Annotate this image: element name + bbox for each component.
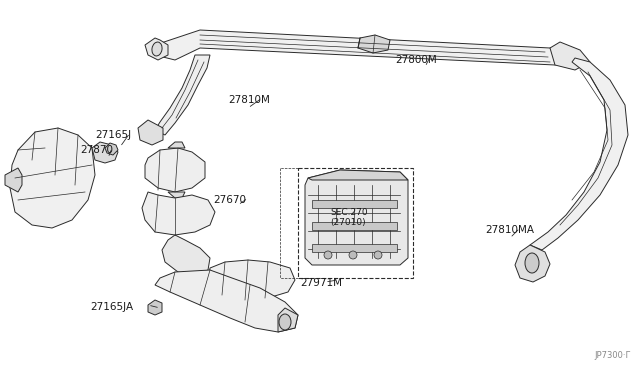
Ellipse shape: [152, 42, 162, 56]
Ellipse shape: [279, 314, 291, 330]
Text: 27165JA: 27165JA: [90, 302, 133, 312]
Polygon shape: [168, 142, 185, 148]
Polygon shape: [515, 245, 550, 282]
Polygon shape: [155, 30, 575, 65]
Polygon shape: [145, 148, 205, 192]
Polygon shape: [155, 55, 210, 135]
Polygon shape: [278, 308, 298, 332]
Text: 27810MA: 27810MA: [485, 225, 534, 235]
Polygon shape: [358, 35, 390, 53]
Polygon shape: [10, 128, 95, 228]
Text: (27010): (27010): [330, 218, 365, 227]
Circle shape: [349, 251, 357, 259]
Polygon shape: [145, 38, 168, 60]
Text: SEC.270: SEC.270: [330, 208, 367, 217]
Polygon shape: [5, 168, 22, 192]
Polygon shape: [308, 170, 408, 180]
Polygon shape: [305, 170, 408, 265]
Text: 27670: 27670: [213, 195, 246, 205]
Polygon shape: [162, 235, 210, 275]
Polygon shape: [550, 42, 590, 70]
Bar: [312, 200, 397, 208]
Polygon shape: [155, 270, 298, 332]
Text: 27971M: 27971M: [300, 278, 342, 288]
Text: 27810M: 27810M: [228, 95, 270, 105]
Text: JP7300·Γ: JP7300·Γ: [594, 351, 630, 360]
Text: 27870: 27870: [80, 145, 113, 155]
Circle shape: [324, 251, 332, 259]
Polygon shape: [142, 192, 215, 235]
Polygon shape: [530, 58, 628, 250]
Ellipse shape: [525, 253, 539, 273]
Polygon shape: [138, 120, 163, 145]
Bar: [312, 244, 397, 252]
Text: 27800M: 27800M: [395, 55, 436, 65]
Bar: [312, 222, 397, 230]
Polygon shape: [92, 142, 118, 163]
Text: 27165J: 27165J: [95, 130, 131, 140]
Circle shape: [374, 251, 382, 259]
Bar: [298, 168, 413, 278]
Polygon shape: [105, 143, 118, 155]
Polygon shape: [168, 192, 185, 198]
Polygon shape: [148, 300, 162, 315]
Polygon shape: [208, 260, 295, 300]
